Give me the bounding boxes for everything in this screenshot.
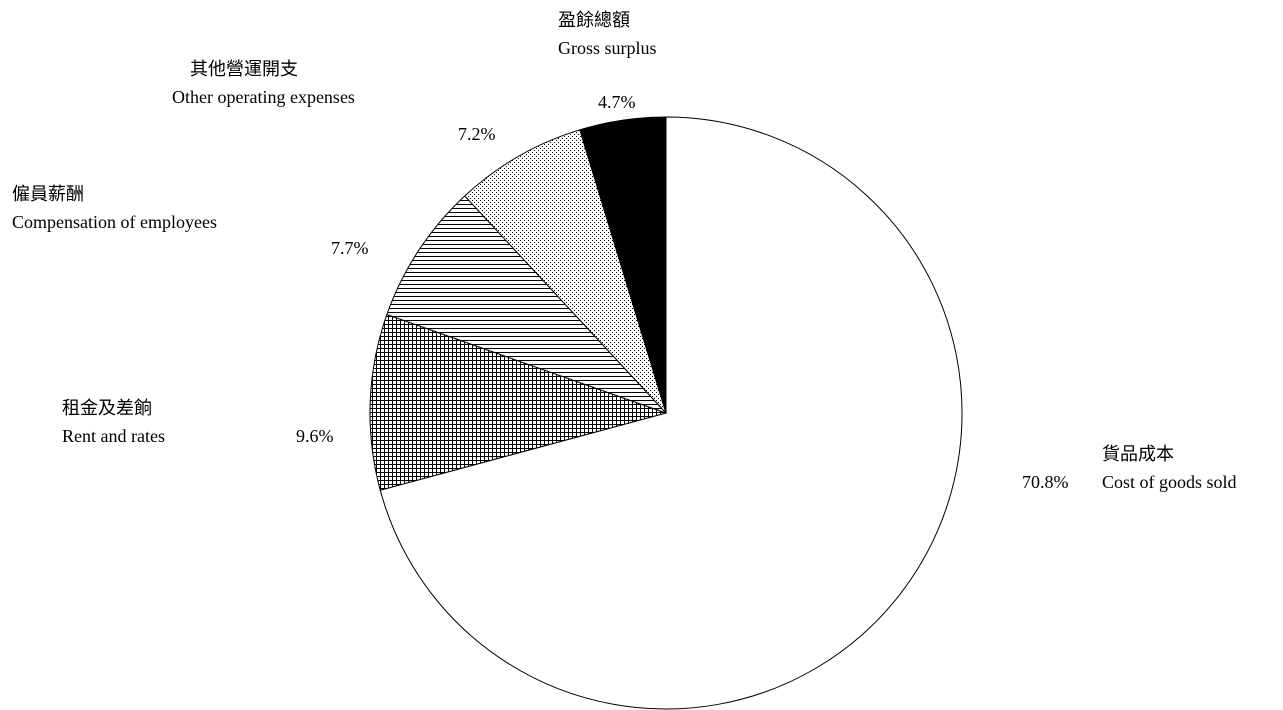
slice-label-en-other-operating-expenses: Other operating expenses: [172, 87, 355, 107]
value-label-rent-and-rates: 9.6%: [296, 426, 334, 446]
slice-label-en-gross-surplus: Gross surplus: [558, 38, 657, 58]
pie-slice-compensation-of-employees: [386, 195, 667, 414]
pie-slice-other-operating-expenses: [464, 129, 667, 414]
pie-labels: 70.8% 貨品成本 Cost of goods sold 9.6% 租金及差餉 Rent…: [12, 10, 1237, 492]
slice-label-en-rent-and-rates: Rent and rates: [62, 426, 165, 446]
pie-slice-cost-of-goods-sold: [379, 116, 963, 710]
pie-slice-gross-surplus: [579, 116, 667, 414]
value-label-other-operating-expenses: 7.2%: [458, 124, 496, 144]
slice-label-zh-rent-and-rates: 租金及差餉: [62, 398, 152, 418]
slice-label-en-cost-of-goods-sold: Cost of goods sold: [1102, 472, 1237, 492]
slice-label-zh-other-operating-expenses: 其他營運開支: [190, 59, 298, 79]
value-label-cost-of-goods-sold: 70.8%: [1022, 472, 1069, 492]
slice-label-en-compensation-of-employees: Compensation of employees: [12, 212, 217, 232]
value-label-compensation-of-employees: 7.7%: [331, 238, 369, 258]
slice-label-zh-gross-surplus: 盈餘總額: [558, 10, 630, 30]
slice-label-zh-cost-of-goods-sold: 貨品成本: [1102, 444, 1174, 464]
pie-slice-rent-and-rates: [369, 313, 668, 491]
pie-slices: [369, 116, 963, 710]
slice-label-zh-compensation-of-employees: 僱員薪酬: [12, 184, 84, 204]
value-label-gross-surplus: 4.7%: [598, 92, 636, 112]
